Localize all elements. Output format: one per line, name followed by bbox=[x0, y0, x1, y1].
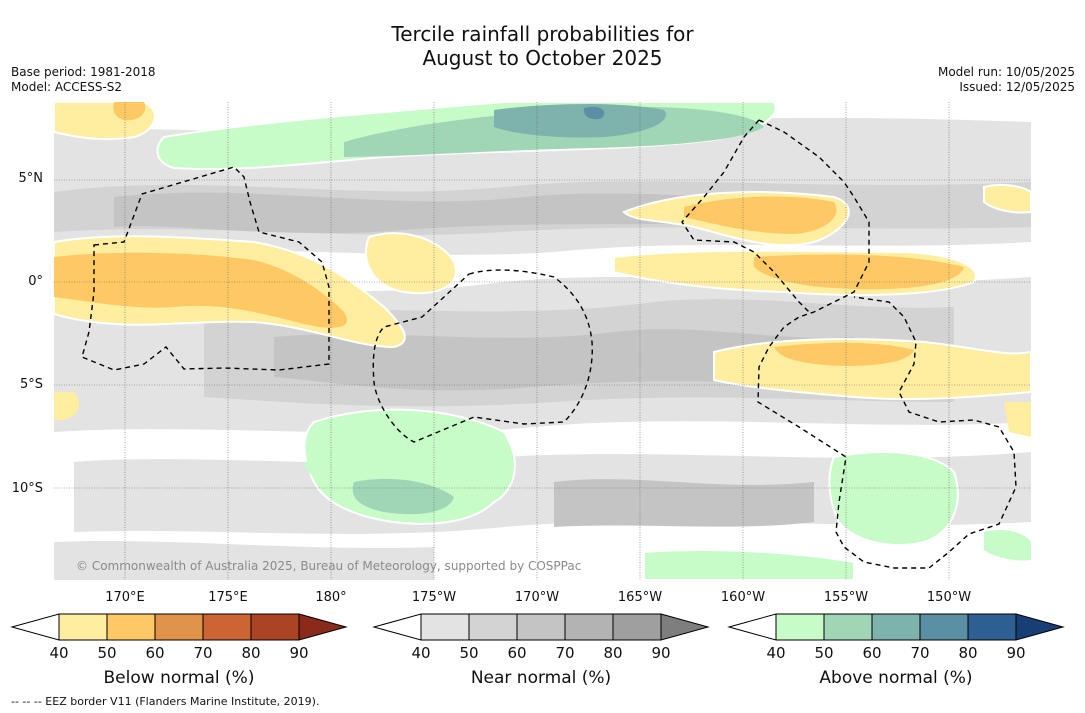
colorbar-near-extend-low bbox=[372, 613, 422, 641]
colorbar-near-title: Near normal (%) bbox=[470, 668, 612, 688]
below-normal-regions bbox=[54, 102, 1031, 437]
lon-label-175w: 175°W bbox=[411, 590, 457, 605]
colorbar-above-bin-5 bbox=[968, 614, 1016, 640]
colorbar-below-tick-70: 70 bbox=[193, 644, 213, 662]
colorbar-near-tick-50: 50 bbox=[459, 644, 479, 662]
above-normal-regions bbox=[156, 102, 1031, 580]
model-text: Model: ACCESS-S2 bbox=[11, 80, 123, 94]
colorbar-above-tick-70: 70 bbox=[910, 644, 930, 662]
lon-label-170e: 170°E bbox=[105, 590, 145, 605]
colorbar-above-tick-80: 80 bbox=[958, 644, 978, 662]
eez-borders bbox=[81, 119, 1017, 569]
lon-label-165w: 165°W bbox=[617, 590, 663, 605]
issued-text: Issued: 12/05/2025 bbox=[959, 80, 1075, 94]
colorbar-near-tick-40: 40 bbox=[411, 644, 431, 662]
colorbar-below-tick-90: 90 bbox=[289, 644, 309, 662]
colorbar-above-tick-50: 50 bbox=[814, 644, 834, 662]
colorbar-below-extend-high bbox=[298, 613, 348, 641]
colorbar-above-tick-60: 60 bbox=[862, 644, 882, 662]
colorbar-above-title: Above normal (%) bbox=[819, 668, 973, 688]
colorbar-above-tick-90: 90 bbox=[1006, 644, 1026, 662]
map-gridlines bbox=[54, 102, 1031, 580]
colorbar-near-normal bbox=[372, 613, 710, 641]
colorbar-below-tick-50: 50 bbox=[97, 644, 117, 662]
model-run-text: Model run: 10/05/2025 bbox=[937, 65, 1075, 79]
colorbar-below-tick-80: 80 bbox=[241, 644, 261, 662]
colorbar-below-normal bbox=[10, 613, 348, 641]
colorbar-near-bin-1 bbox=[421, 614, 469, 640]
colorbar-above-bin-4 bbox=[920, 614, 968, 640]
colorbar-near-tick-90: 90 bbox=[651, 644, 671, 662]
lon-label-150w: 150°W bbox=[926, 590, 972, 605]
colorbar-near-bin-5 bbox=[613, 614, 661, 640]
copyright-text: © Commonwealth of Australia 2025, Bureau… bbox=[76, 559, 581, 573]
probability-map: © Commonwealth of Australia 2025, Bureau… bbox=[54, 102, 1031, 580]
colorbar-above-bin-2 bbox=[824, 614, 872, 640]
colorbar-below-title: Below normal (%) bbox=[103, 668, 255, 688]
colorbar-near-bin-4 bbox=[565, 614, 613, 640]
colorbar-near-bin-2 bbox=[469, 614, 517, 640]
colorbar-above-tick-40: 40 bbox=[766, 644, 786, 662]
lat-label-10s: 10°S bbox=[11, 481, 43, 496]
colorbar-above-extend-low bbox=[727, 613, 777, 641]
colorbar-below-bin-3 bbox=[155, 614, 203, 640]
right-meta: Model run: 10/05/2025 Issued: 12/05/2025 bbox=[938, 65, 1075, 95]
lon-label-160w: 160°W bbox=[720, 590, 766, 605]
colorbar-near-tick-70: 70 bbox=[555, 644, 575, 662]
colorbar-above-normal bbox=[727, 613, 1065, 641]
map-title-line1: Tercile rainfall probabilities for bbox=[391, 22, 694, 46]
lat-label-0: 0° bbox=[28, 274, 43, 289]
colorbar-below-tick-40: 40 bbox=[49, 644, 69, 662]
lon-label-155w: 155°W bbox=[823, 590, 869, 605]
colorbar-near-extend-high bbox=[660, 613, 710, 641]
colorbar-below-bin-5 bbox=[251, 614, 299, 640]
colorbar-below-bin-4 bbox=[203, 614, 251, 640]
base-period-text: Base period: 1981-2018 bbox=[11, 65, 156, 79]
lon-label-175e: 175°E bbox=[208, 590, 248, 605]
colorbar-above-bin-1 bbox=[776, 614, 824, 640]
colorbar-above-extend-high bbox=[1015, 613, 1065, 641]
lat-label-5s: 5°S bbox=[19, 377, 43, 392]
colorbar-below-bin-1 bbox=[59, 614, 107, 640]
colorbar-above-bin-3 bbox=[872, 614, 920, 640]
colorbar-near-bin-3 bbox=[517, 614, 565, 640]
lon-label-180: 180° bbox=[315, 590, 347, 605]
colorbar-below-tick-60: 60 bbox=[145, 644, 165, 662]
colorbar-near-tick-80: 80 bbox=[603, 644, 623, 662]
left-meta: Base period: 1981-2018 Model: ACCESS-S2 bbox=[11, 65, 156, 95]
colorbar-below-bin-2 bbox=[107, 614, 155, 640]
colorbar-near-tick-60: 60 bbox=[507, 644, 527, 662]
lon-label-170w: 170°W bbox=[514, 590, 560, 605]
eez-footnote: -- -- -- EEZ border V11 (Flanders Marine… bbox=[11, 695, 320, 708]
lat-label-5n: 5°N bbox=[18, 171, 44, 186]
colorbar-below-extend-low bbox=[10, 613, 60, 641]
map-title-line2: August to October 2025 bbox=[422, 46, 663, 70]
